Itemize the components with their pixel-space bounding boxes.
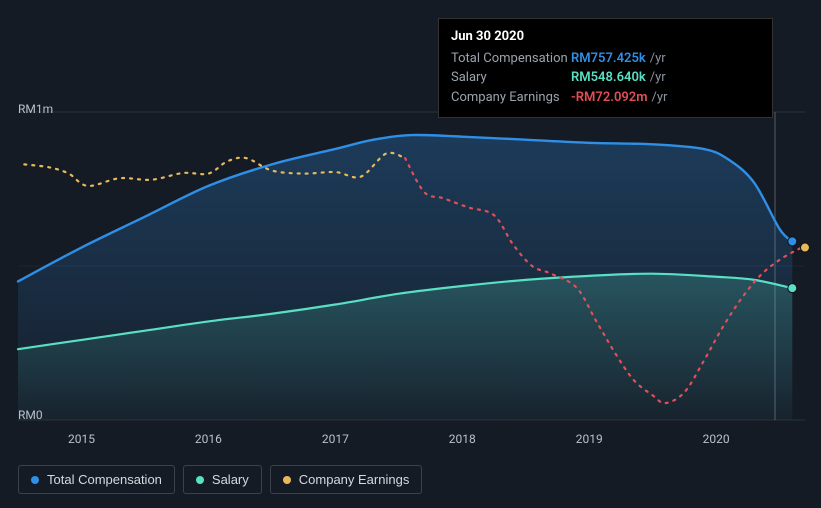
xaxis-tick-2018: 2018 [449,432,476,446]
tooltip-unit: /yr [652,88,668,108]
legend-item-company-earnings[interactable]: Company Earnings [270,465,423,494]
tooltip-value: RM548.640k [571,68,646,88]
tooltip-label: Total Compensation [451,49,571,69]
tooltip-row-earnings: Company Earnings -RM72.092m /yr [451,88,760,108]
legend-item-salary[interactable]: Salary [183,465,262,494]
chart-legend: Total Compensation Salary Company Earnin… [18,465,422,494]
tooltip-unit: /yr [650,68,666,88]
xaxis-tick-2015: 2015 [68,432,95,446]
legend-dot-icon [283,476,291,484]
tooltip-unit: /yr [650,49,666,69]
legend-label: Company Earnings [299,472,410,487]
tooltip-row-salary: Salary RM548.640k /yr [451,68,760,88]
xaxis-tick-2017: 2017 [322,432,349,446]
legend-label: Salary [212,472,249,487]
tooltip-value: RM757.425k [571,49,646,69]
legend-label: Total Compensation [47,472,162,487]
legend-dot-icon [31,476,39,484]
legend-item-total-compensation[interactable]: Total Compensation [18,465,175,494]
tooltip-label: Company Earnings [451,88,571,108]
legend-dot-icon [196,476,204,484]
tooltip-row-total-comp: Total Compensation RM757.425k /yr [451,49,760,69]
xaxis-tick-2016: 2016 [195,432,222,446]
yaxis-tick-0: RM0 [18,408,43,422]
xaxis-tick-2019: 2019 [576,432,603,446]
xaxis-tick-2020: 2020 [703,432,730,446]
yaxis-tick-1m: RM1m [18,102,53,116]
tooltip-label: Salary [451,68,571,88]
tooltip-date: Jun 30 2020 [451,27,760,47]
chart-tooltip: Jun 30 2020 Total Compensation RM757.425… [438,18,773,118]
tooltip-value: -RM72.092m [571,88,648,108]
